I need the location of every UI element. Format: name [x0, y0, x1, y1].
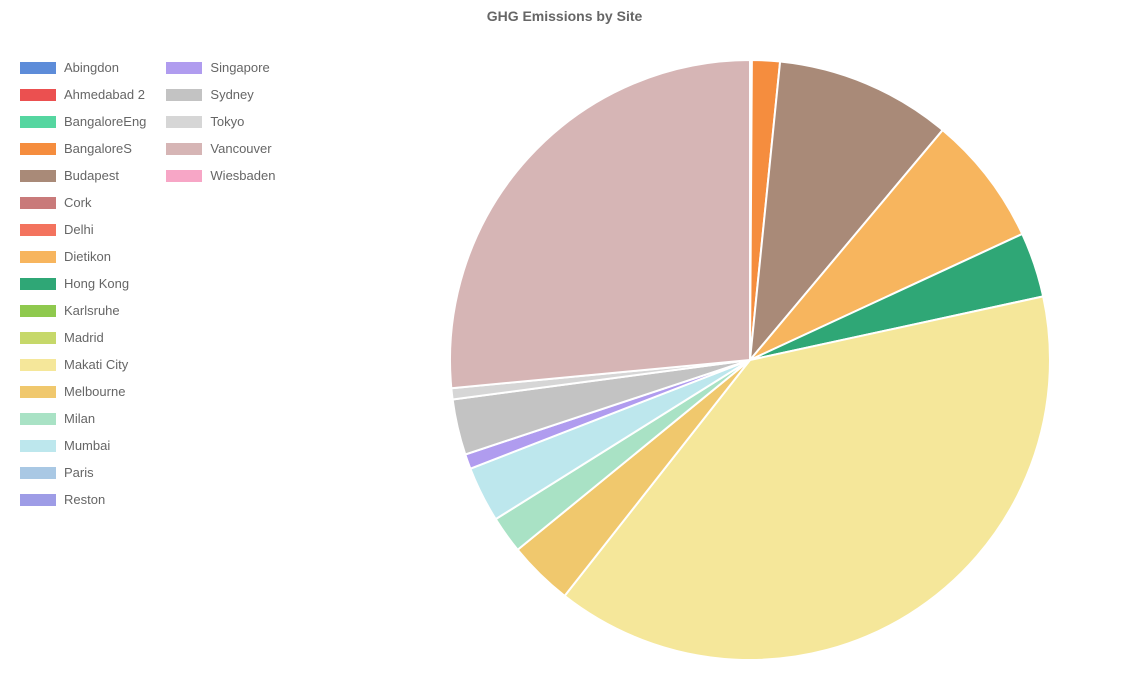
legend-swatch: [166, 89, 202, 101]
legend-label: Delhi: [64, 222, 94, 237]
legend-column: Abingdon Ahmedabad 2 BangaloreEng Bangalore…: [20, 60, 146, 507]
legend-item[interactable]: BangaloreS: [20, 141, 146, 156]
legend-swatch: [20, 467, 56, 479]
legend-swatch: [166, 116, 202, 128]
legend-swatch: [166, 143, 202, 155]
legend-swatch: [20, 386, 56, 398]
legend-swatch: [166, 170, 202, 182]
legend-label: Singapore: [210, 60, 269, 75]
legend-label: Ahmedabad 2: [64, 87, 145, 102]
legend-item[interactable]: Dietikon: [20, 249, 146, 264]
legend-swatch: [20, 440, 56, 452]
legend-swatch: [20, 170, 56, 182]
legend-swatch: [20, 224, 56, 236]
legend-swatch: [20, 305, 56, 317]
legend-swatch: [20, 143, 56, 155]
legend-item[interactable]: Melbourne: [20, 384, 146, 399]
legend-label: BangaloreS: [64, 141, 132, 156]
legend-swatch: [20, 62, 56, 74]
legend-label: Makati City: [64, 357, 128, 372]
legend-label: Paris: [64, 465, 94, 480]
legend-item[interactable]: Makati City: [20, 357, 146, 372]
legend-item[interactable]: BangaloreEng: [20, 114, 146, 129]
legend-swatch: [20, 251, 56, 263]
legend-label: Karlsruhe: [64, 303, 120, 318]
legend-label: Budapest: [64, 168, 119, 183]
pie-slice[interactable]: [450, 60, 750, 388]
legend-item[interactable]: Milan: [20, 411, 146, 426]
legend-item[interactable]: Vancouver: [166, 141, 275, 156]
legend-item[interactable]: Delhi: [20, 222, 146, 237]
legend-label: Dietikon: [64, 249, 111, 264]
legend-item[interactable]: Mumbai: [20, 438, 146, 453]
legend-label: Vancouver: [210, 141, 271, 156]
pie-chart: [440, 50, 1060, 670]
chart-legend: Abingdon Ahmedabad 2 BangaloreEng Bangalore…: [20, 60, 275, 507]
legend-label: Abingdon: [64, 60, 119, 75]
legend-swatch: [166, 62, 202, 74]
legend-label: Hong Kong: [64, 276, 129, 291]
legend-swatch: [20, 359, 56, 371]
chart-title: GHG Emissions by Site: [0, 8, 1129, 24]
legend-item[interactable]: Reston: [20, 492, 146, 507]
legend-label: BangaloreEng: [64, 114, 146, 129]
legend-item[interactable]: Sydney: [166, 87, 275, 102]
legend-item[interactable]: Wiesbaden: [166, 168, 275, 183]
legend-item[interactable]: Ahmedabad 2: [20, 87, 146, 102]
legend-item[interactable]: Budapest: [20, 168, 146, 183]
legend-swatch: [20, 197, 56, 209]
legend-swatch: [20, 332, 56, 344]
legend-item[interactable]: Abingdon: [20, 60, 146, 75]
legend-swatch: [20, 116, 56, 128]
legend-item[interactable]: Karlsruhe: [20, 303, 146, 318]
legend-item[interactable]: Paris: [20, 465, 146, 480]
legend-item[interactable]: Madrid: [20, 330, 146, 345]
legend-label: Madrid: [64, 330, 104, 345]
legend-label: Wiesbaden: [210, 168, 275, 183]
legend-label: Tokyo: [210, 114, 244, 129]
legend-label: Reston: [64, 492, 105, 507]
legend-column: Singapore Sydney Tokyo Vancouver Wiesbaden: [166, 60, 275, 507]
legend-swatch: [20, 494, 56, 506]
legend-item[interactable]: Singapore: [166, 60, 275, 75]
legend-item[interactable]: Cork: [20, 195, 146, 210]
legend-label: Melbourne: [64, 384, 125, 399]
legend-item[interactable]: Tokyo: [166, 114, 275, 129]
legend-swatch: [20, 89, 56, 101]
legend-label: Milan: [64, 411, 95, 426]
legend-swatch: [20, 278, 56, 290]
legend-swatch: [20, 413, 56, 425]
legend-item[interactable]: Hong Kong: [20, 276, 146, 291]
legend-label: Sydney: [210, 87, 253, 102]
legend-label: Cork: [64, 195, 91, 210]
legend-label: Mumbai: [64, 438, 110, 453]
